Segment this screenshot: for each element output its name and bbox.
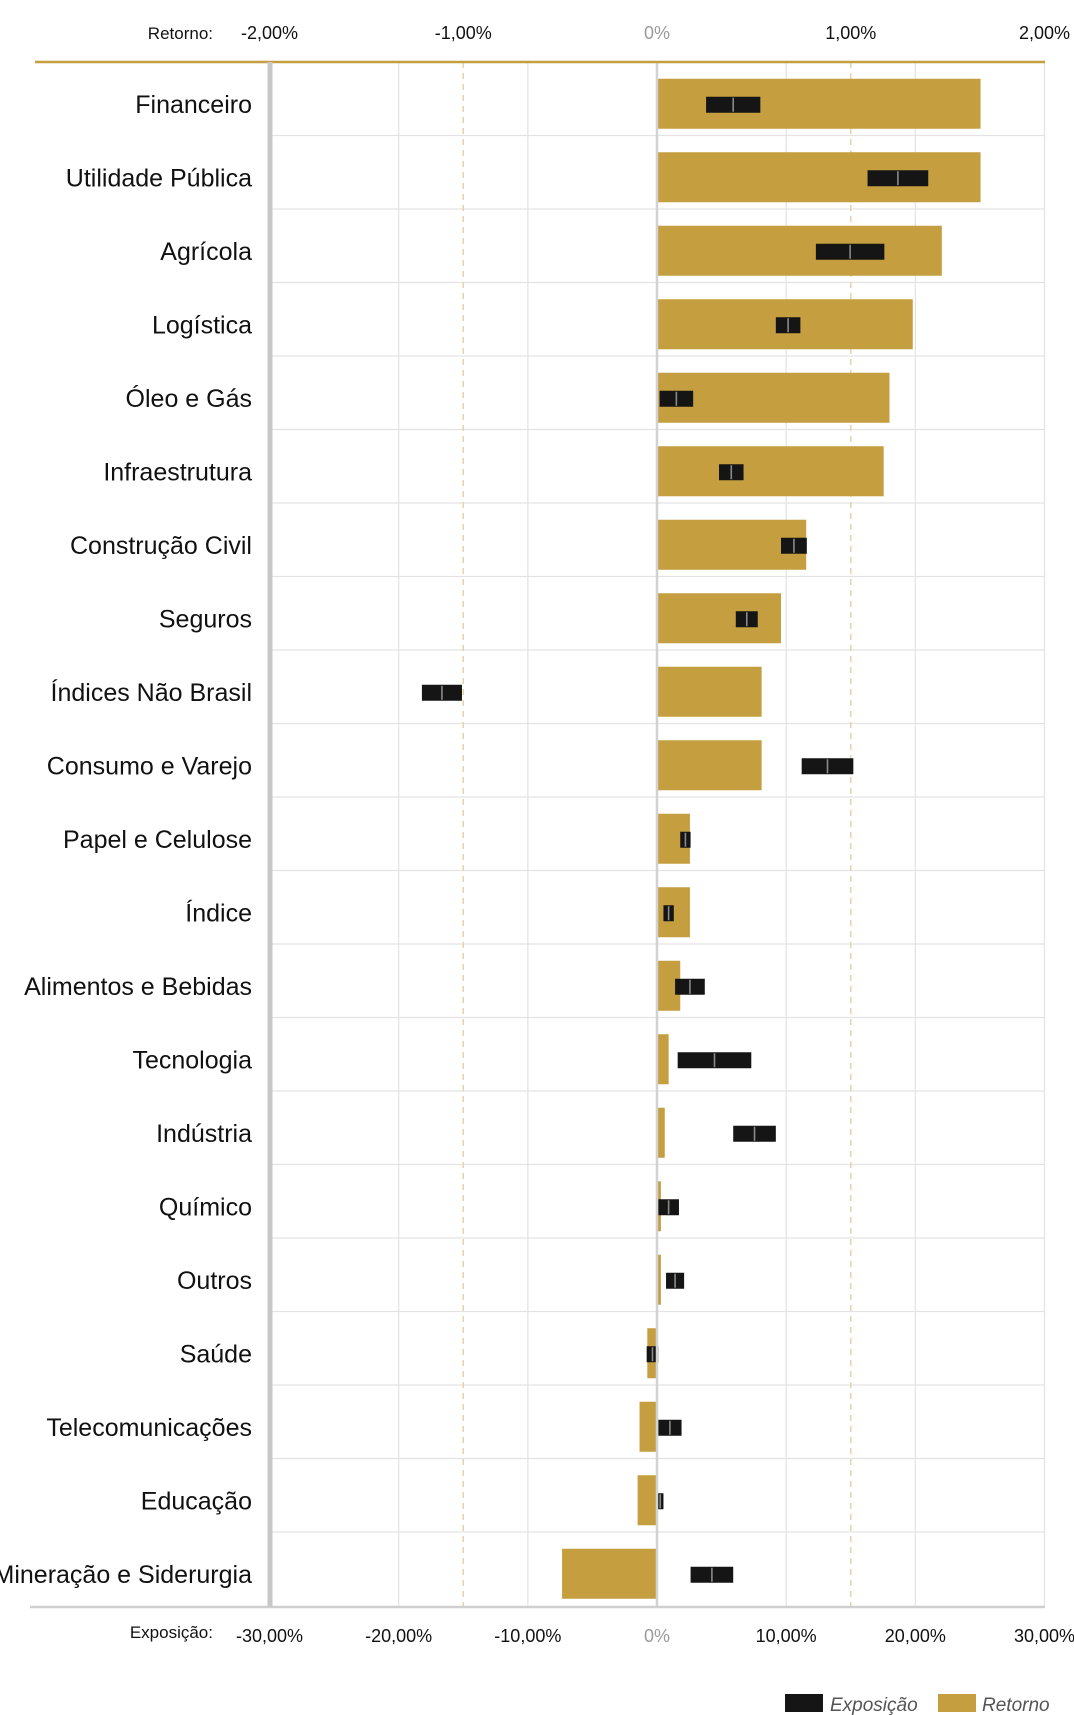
category-label: Índice (185, 898, 252, 927)
legend-label: Exposição (830, 1695, 918, 1715)
category-label: Consumo e Varejo (47, 752, 252, 780)
return-bar (657, 593, 781, 644)
top-axis-label: Retorno: (148, 24, 213, 43)
category-label: Utilidade Pública (66, 164, 252, 192)
category-label: Financeiro (135, 91, 252, 119)
category-label: Educação (141, 1487, 252, 1515)
exposure-markers (421, 96, 929, 1583)
category-label: Papel e Celulose (63, 826, 252, 854)
return-bar (657, 1107, 665, 1158)
return-bar (657, 666, 762, 717)
category-labels: Financeiro Utilidade Pública Agrícola Logís… (0, 91, 252, 1589)
legend-swatch (785, 1694, 823, 1712)
return-bar (657, 1254, 661, 1305)
category-label: Óleo e Gás (126, 384, 252, 413)
bottom-tick-label: 30,00% (1014, 1626, 1074, 1646)
bottom-axis-label: Exposição: (130, 1623, 213, 1642)
return-bar (639, 1401, 657, 1452)
return-bar (657, 446, 884, 497)
bottom-tick-label: -20,00% (365, 1626, 432, 1646)
category-label: Indústria (156, 1120, 252, 1148)
top-tick-label: 0% (644, 23, 670, 43)
bottom-tick-label: 0% (644, 1626, 670, 1646)
bottom-tick-label: 10,00% (756, 1626, 817, 1646)
category-label: Tecnologia (132, 1046, 252, 1074)
category-label: Saúde (180, 1340, 252, 1368)
category-label: Químico (159, 1193, 252, 1221)
top-tick-label: 2,00% (1019, 23, 1070, 43)
return-bars (562, 78, 981, 1599)
category-label: Construção Civil (70, 532, 252, 560)
return-bar (657, 152, 981, 203)
category-label: Seguros (159, 605, 252, 633)
bottom-tick-label: -30,00% (236, 1626, 303, 1646)
axes: Retorno: -2,00% -1,00% 0% 1,00% 2,00% Exposiçã… (30, 23, 1074, 1646)
category-label: Outros (177, 1267, 252, 1295)
legend-swatch (938, 1694, 976, 1712)
return-bar (562, 1548, 657, 1599)
legend: Exposição Retorno (785, 1694, 1050, 1715)
return-bar (657, 78, 981, 129)
return-bar (637, 1475, 657, 1526)
bottom-tick-label: -10,00% (494, 1626, 561, 1646)
category-label: Telecomunicações (46, 1414, 252, 1442)
return-bar (657, 740, 762, 791)
return-bar (657, 225, 942, 276)
return-bar (657, 372, 890, 423)
category-label: Mineração e Siderurgia (0, 1561, 252, 1589)
category-label: Alimentos e Bebidas (24, 973, 252, 1001)
top-tick-label: -1,00% (435, 23, 492, 43)
category-label: Índices Não Brasil (51, 678, 252, 707)
return-bar (657, 960, 681, 1011)
category-label: Agrícola (160, 238, 252, 266)
return-bar (657, 1034, 669, 1085)
legend-label: Retorno (982, 1695, 1050, 1715)
top-tick-label: -2,00% (241, 23, 298, 43)
top-tick-label: 1,00% (825, 23, 876, 43)
category-label: Infraestrutura (103, 458, 252, 486)
bottom-tick-label: 20,00% (885, 1626, 946, 1646)
category-label: Logística (152, 311, 252, 339)
